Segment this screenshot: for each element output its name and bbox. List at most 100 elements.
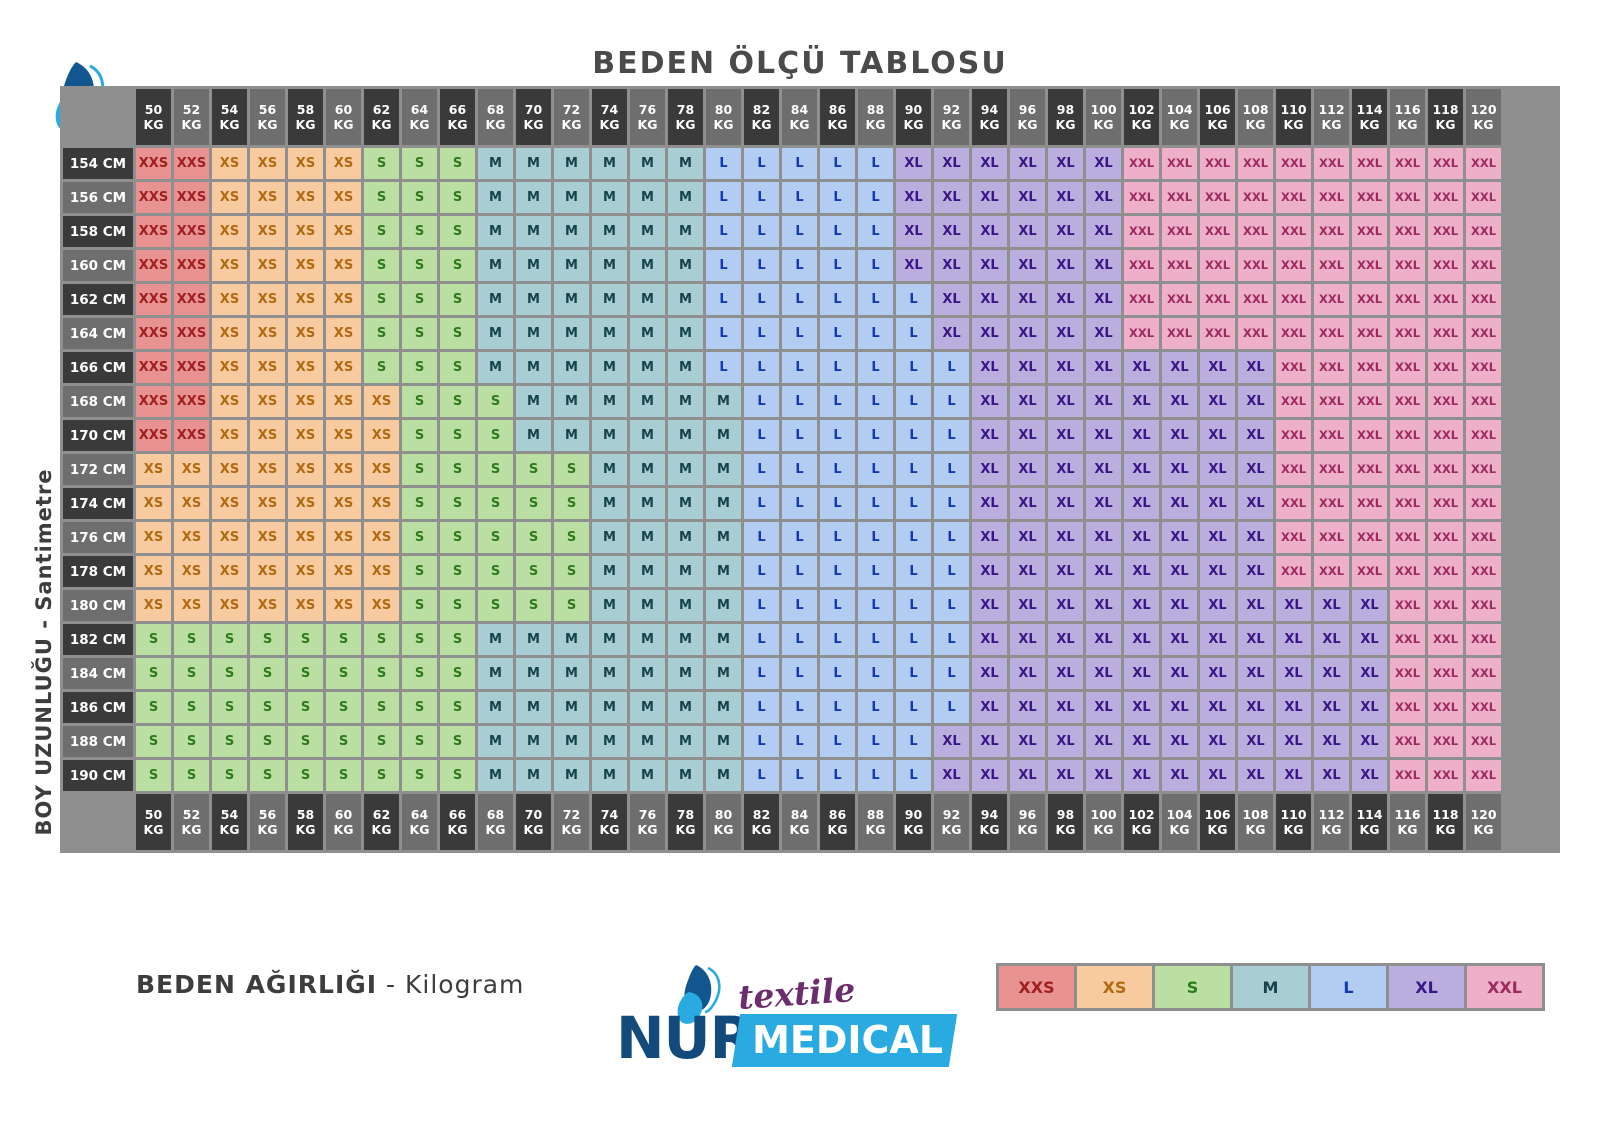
size-cell-184cm-58kg: S: [288, 658, 323, 689]
size-cell-154cm-108kg: XXL: [1238, 148, 1273, 179]
size-cell-184cm-108kg: XL: [1238, 658, 1273, 689]
size-cell-162cm-106kg: XXL: [1200, 284, 1235, 315]
size-cell-156cm-72kg: M: [554, 182, 589, 213]
size-cell-174cm-84kg: L: [782, 488, 817, 519]
size-cell-160cm-86kg: L: [820, 250, 855, 281]
size-cell-188cm-76kg: M: [630, 726, 665, 757]
size-cell-176cm-80kg: M: [706, 522, 741, 553]
size-cell-184cm-82kg: L: [744, 658, 779, 689]
weight-header-bottom-64: 64 KG: [402, 794, 437, 850]
size-cell-170cm-116kg: XXL: [1390, 420, 1425, 451]
size-cell-156cm-78kg: M: [668, 182, 703, 213]
size-cell-178cm-104kg: XL: [1162, 556, 1197, 587]
size-cell-180cm-94kg: XL: [972, 590, 1007, 621]
size-cell-172cm-102kg: XL: [1124, 454, 1159, 485]
size-cell-158cm-60kg: XS: [326, 216, 361, 247]
weight-header-top-120: 120 KG: [1466, 89, 1501, 145]
weight-header-top-116: 116 KG: [1390, 89, 1425, 145]
size-cell-156cm-60kg: XS: [326, 182, 361, 213]
size-cell-164cm-118kg: XXL: [1428, 318, 1463, 349]
size-cell-162cm-52kg: XXS: [174, 284, 209, 315]
size-cell-174cm-100kg: XL: [1086, 488, 1121, 519]
size-cell-188cm-94kg: XL: [972, 726, 1007, 757]
size-cell-170cm-92kg: L: [934, 420, 969, 451]
size-cell-156cm-112kg: XXL: [1314, 182, 1349, 213]
size-cell-158cm-106kg: XXL: [1200, 216, 1235, 247]
size-cell-178cm-106kg: XL: [1200, 556, 1235, 587]
size-cell-172cm-96kg: XL: [1010, 454, 1045, 485]
matrix-row: 170 CM XXS XXS XS XS XS XS XS S S S M M M M M M L L L L L L XL X…: [63, 420, 1501, 451]
weight-header-top-114: 114 KG: [1352, 89, 1387, 145]
size-cell-166cm-50kg: XXS: [136, 352, 171, 383]
matrix-row: 162 CM XXS XXS XS XS XS XS S S S M M M M M M L L L L L L XL XL X…: [63, 284, 1501, 315]
size-cell-172cm-106kg: XL: [1200, 454, 1235, 485]
size-cell-158cm-104kg: XXL: [1162, 216, 1197, 247]
size-cell-176cm-82kg: L: [744, 522, 779, 553]
size-cell-190cm-88kg: L: [858, 760, 893, 791]
size-cell-184cm-112kg: XL: [1314, 658, 1349, 689]
size-cell-154cm-70kg: M: [516, 148, 551, 179]
weight-header-bottom-74: 74 KG: [592, 794, 627, 850]
size-cell-180cm-72kg: S: [554, 590, 589, 621]
weight-header-top-70: 70 KG: [516, 89, 551, 145]
size-cell-170cm-104kg: XL: [1162, 420, 1197, 451]
size-cell-190cm-108kg: XL: [1238, 760, 1273, 791]
weight-header-bottom-116: 116 KG: [1390, 794, 1425, 850]
size-cell-170cm-52kg: XXS: [174, 420, 209, 451]
size-cell-154cm-90kg: XL: [896, 148, 931, 179]
size-cell-172cm-58kg: XS: [288, 454, 323, 485]
size-cell-186cm-112kg: XL: [1314, 692, 1349, 723]
size-cell-184cm-104kg: XL: [1162, 658, 1197, 689]
size-cell-180cm-102kg: XL: [1124, 590, 1159, 621]
weight-header-top-84: 84 KG: [782, 89, 817, 145]
weight-header-bottom-92: 92 KG: [934, 794, 969, 850]
size-cell-158cm-52kg: XXS: [174, 216, 209, 247]
size-cell-174cm-120kg: XXL: [1466, 488, 1501, 519]
weight-header-top-112: 112 KG: [1314, 89, 1349, 145]
size-cell-154cm-110kg: XXL: [1276, 148, 1311, 179]
size-cell-166cm-94kg: XL: [972, 352, 1007, 383]
matrix-row: 158 CM XXS XXS XS XS XS XS S S S M M M M M M L L L L L XL XL XL…: [63, 216, 1501, 247]
weight-header-bottom-100: 100 KG: [1086, 794, 1121, 850]
size-cell-176cm-98kg: XL: [1048, 522, 1083, 553]
size-cell-182cm-120kg: XXL: [1466, 624, 1501, 655]
size-cell-158cm-100kg: XL: [1086, 216, 1121, 247]
size-cell-158cm-108kg: XXL: [1238, 216, 1273, 247]
size-cell-164cm-90kg: L: [896, 318, 931, 349]
size-cell-190cm-104kg: XL: [1162, 760, 1197, 791]
size-cell-178cm-110kg: XXL: [1276, 556, 1311, 587]
size-cell-164cm-70kg: M: [516, 318, 551, 349]
size-cell-154cm-68kg: M: [478, 148, 513, 179]
size-cell-160cm-80kg: L: [706, 250, 741, 281]
size-cell-174cm-62kg: XS: [364, 488, 399, 519]
size-cell-176cm-106kg: XL: [1200, 522, 1235, 553]
weight-header-bottom-62: 62 KG: [364, 794, 399, 850]
size-cell-164cm-76kg: M: [630, 318, 665, 349]
size-cell-184cm-94kg: XL: [972, 658, 1007, 689]
size-cell-170cm-84kg: L: [782, 420, 817, 451]
size-cell-172cm-84kg: L: [782, 454, 817, 485]
size-cell-160cm-90kg: XL: [896, 250, 931, 281]
size-cell-182cm-80kg: M: [706, 624, 741, 655]
size-cell-168cm-112kg: XXL: [1314, 386, 1349, 417]
size-cell-170cm-120kg: XXL: [1466, 420, 1501, 451]
weight-header-top-54: 54 KG: [212, 89, 247, 145]
size-cell-178cm-58kg: XS: [288, 556, 323, 587]
size-cell-164cm-56kg: XS: [250, 318, 285, 349]
size-cell-168cm-108kg: XL: [1238, 386, 1273, 417]
size-cell-180cm-50kg: XS: [136, 590, 171, 621]
height-header-168: 168 CM: [63, 386, 133, 417]
size-cell-154cm-76kg: M: [630, 148, 665, 179]
size-cell-184cm-72kg: M: [554, 658, 589, 689]
size-cell-160cm-74kg: M: [592, 250, 627, 281]
x-axis-label-rest: - Kilogram: [377, 970, 525, 999]
size-cell-174cm-60kg: XS: [326, 488, 361, 519]
size-cell-156cm-84kg: L: [782, 182, 817, 213]
size-cell-182cm-60kg: S: [326, 624, 361, 655]
weight-header-top-56: 56 KG: [250, 89, 285, 145]
height-header-176: 176 CM: [63, 522, 133, 553]
size-cell-186cm-120kg: XXL: [1466, 692, 1501, 723]
size-cell-164cm-88kg: L: [858, 318, 893, 349]
size-cell-168cm-98kg: XL: [1048, 386, 1083, 417]
size-cell-156cm-94kg: XL: [972, 182, 1007, 213]
